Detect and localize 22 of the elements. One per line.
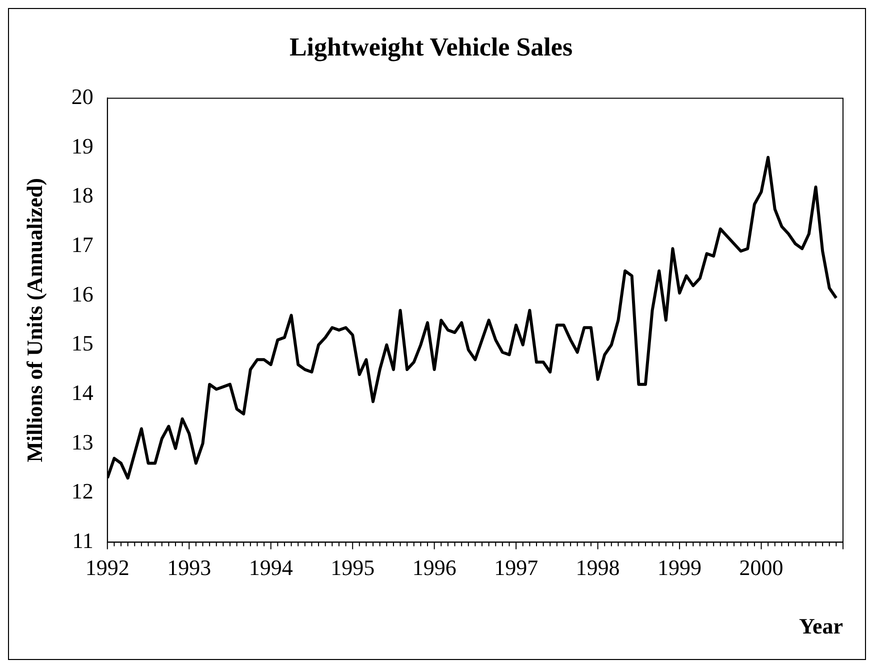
chart-title: Lightweight Vehicle Sales	[289, 32, 573, 62]
y-tick-label: 18	[71, 182, 94, 208]
y-tick-label: 20	[71, 84, 94, 109]
y-tick-label: 13	[71, 429, 94, 454]
x-tick-label: 2000	[739, 555, 784, 580]
y-tick-label: 14	[71, 380, 94, 405]
y-tick-label: 19	[71, 133, 94, 158]
x-tick-label: 1995	[330, 555, 375, 580]
x-tick-label: 1998	[576, 555, 620, 580]
y-tick-label: 15	[71, 330, 94, 356]
x-tick-label: 1996	[412, 555, 456, 580]
y-axis-title: Millions of Units (Annualized)	[22, 178, 47, 462]
x-tick-label: 1994	[248, 555, 293, 580]
x-axis-title: Year	[799, 613, 844, 638]
y-tick-label: 16	[71, 281, 94, 306]
x-tick-label: 1997	[494, 555, 538, 580]
x-tick-label: 1993	[167, 555, 212, 580]
y-tick-label: 12	[71, 478, 94, 504]
x-tick-label: 1999	[658, 555, 702, 580]
y-tick-label: 17	[71, 232, 94, 257]
y-tick-label: 11	[72, 528, 94, 553]
x-tick-label: 1992	[85, 555, 130, 580]
